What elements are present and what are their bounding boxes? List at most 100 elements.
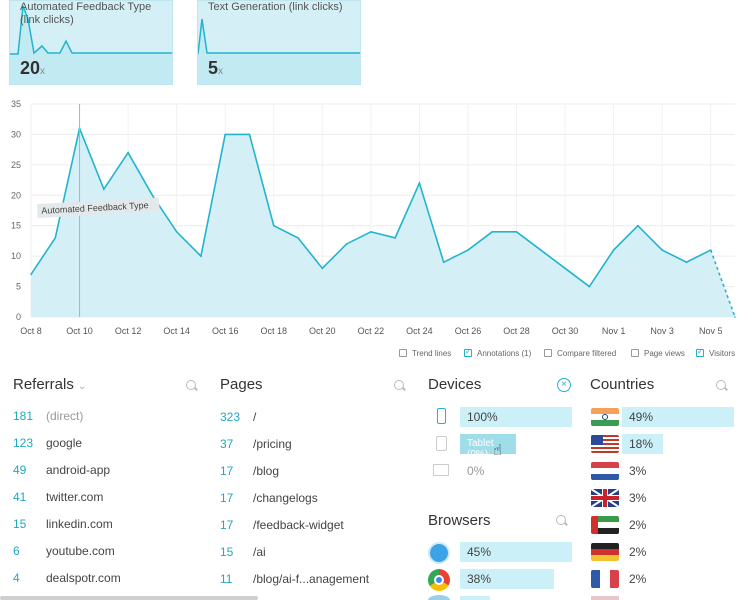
device-row-mobile[interactable]: 100% [460,407,572,427]
data-point [491,231,494,233]
visitors-checkbox[interactable] [696,347,704,357]
data-point [734,316,736,318]
list-item[interactable]: 181 (direct) [13,409,84,423]
browser-row-chrome[interactable]: 38% [460,569,572,589]
option-annotations[interactable]: Annotations (1) [464,346,531,360]
x-tick-label: Oct 14 [163,326,190,336]
y-tick-label: 20 [11,190,21,200]
clear-filter-icon[interactable]: × [557,378,571,392]
mini-card-text-generation[interactable]: Text Generation (link clicks) 5x [197,0,361,85]
list-item[interactable]: 41 twitter.com [13,490,104,504]
usa-flag-icon [591,435,619,453]
germany-flag-icon [591,543,619,561]
search-icon[interactable] [716,380,728,392]
country-row-usa[interactable]: 18% [622,434,734,454]
option-trend-lines[interactable]: Trend lines [399,346,451,360]
mini-card-title: Automated Feedback Type (link clicks) [20,1,152,26]
horizontal-scrollbar[interactable] [0,596,258,600]
search-icon[interactable] [394,380,406,392]
mini-card-value: 20x [20,58,46,78]
data-point [588,285,591,288]
data-point [612,249,615,251]
x-tick-label: Oct 12 [115,326,142,336]
referrals-title[interactable]: Referrals ⌄ [13,376,87,393]
hand-cursor-icon: ☝ [493,442,503,459]
compare-filtered-checkbox[interactable] [544,349,552,357]
x-tick-label: Oct 26 [455,326,482,336]
x-tick-label: Nov 3 [650,326,674,336]
visitors-area-chart[interactable]: 0 5 10 15 20 25 30 35 Automated Feedback Type Oct… [0,96,750,342]
data-point [272,224,275,227]
data-point [370,231,372,233]
list-item[interactable]: 11/blog/ai-f...anagement [220,572,370,586]
france-flag-icon [591,570,619,588]
data-point [418,182,421,184]
data-point [248,133,251,136]
data-point [200,255,202,257]
country-row-india[interactable]: 49% [622,407,734,427]
list-item[interactable]: 4 dealspotr.com [13,571,121,585]
data-point [30,273,32,276]
data-point [54,237,57,239]
list-item[interactable]: 17/feedback-widget [220,518,344,532]
data-point [539,249,542,251]
data-point [442,261,445,264]
devices-title: Devices [428,376,482,393]
browsers-title: Browsers [428,512,491,529]
data-point [127,151,129,154]
list-item[interactable]: 6 youtube.com [13,544,115,558]
mobile-icon [437,408,446,424]
x-tick-label: Oct 24 [406,326,433,336]
y-tick-label: 10 [11,251,21,261]
x-tick-label: Nov 5 [699,326,723,336]
bar-fill [460,596,490,600]
mini-card-value: 5x [208,58,224,78]
data-point [709,249,712,251]
list-item[interactable]: 123 google [13,436,83,450]
list-item[interactable]: 323/ [220,410,257,424]
trend-lines-checkbox[interactable] [399,349,407,357]
device-row-desktop[interactable]: 0% [467,464,485,478]
option-visitors[interactable]: Visitors [696,346,735,360]
list-item[interactable]: 15 linkedin.com [13,517,113,531]
list-item[interactable]: 37/pricing [220,437,292,451]
data-point [321,267,324,270]
india-flag-icon [591,408,619,426]
bar-fill [460,542,572,562]
y-tick-label: 35 [11,99,21,109]
option-page-views[interactable]: Page views [631,346,685,360]
mini-card-feedback-type[interactable]: Automated Feedback Type (link clicks) 20… [9,0,173,85]
country-row-germany[interactable]: 2% [629,545,647,559]
browser-row-safari[interactable]: 45% [460,542,572,562]
list-item[interactable]: 17/changelogs [220,491,318,505]
search-icon[interactable] [556,515,568,527]
data-point [345,243,348,245]
search-icon[interactable] [186,380,198,392]
tablet-icon [436,436,447,451]
page-views-checkbox[interactable] [631,349,639,357]
x-tick-label: Oct 20 [309,326,336,336]
x-tick-label: Nov 1 [602,326,626,336]
annotation-label[interactable]: Automated Feedback Type [37,197,160,218]
y-tick-label: 25 [11,160,21,170]
bar-fill [460,434,516,454]
chrome-icon [428,569,450,591]
chevron-down-icon[interactable]: ⌄ [78,381,87,392]
list-item[interactable]: 49 android-app [13,463,111,477]
countries-title: Countries [590,376,655,393]
annotation-box [37,197,160,218]
device-row-tablet[interactable]: Tablet (0%) [460,434,516,460]
option-compare-filtered[interactable]: Compare filtered [544,346,616,360]
data-point [467,249,469,251]
data-point [297,237,299,239]
y-tick-label: 30 [11,129,21,139]
country-row-uae[interactable]: 2% [629,518,647,532]
list-item[interactable]: 15/ai [220,545,266,559]
country-row-uk[interactable]: 3% [629,491,647,505]
country-row-france[interactable]: 2% [629,572,647,586]
annotations-checkbox[interactable] [464,347,472,357]
data-point [637,224,639,227]
data-point [103,188,105,190]
list-item[interactable]: 17/blog [220,464,280,478]
country-row-netherlands[interactable]: 3% [629,464,647,478]
